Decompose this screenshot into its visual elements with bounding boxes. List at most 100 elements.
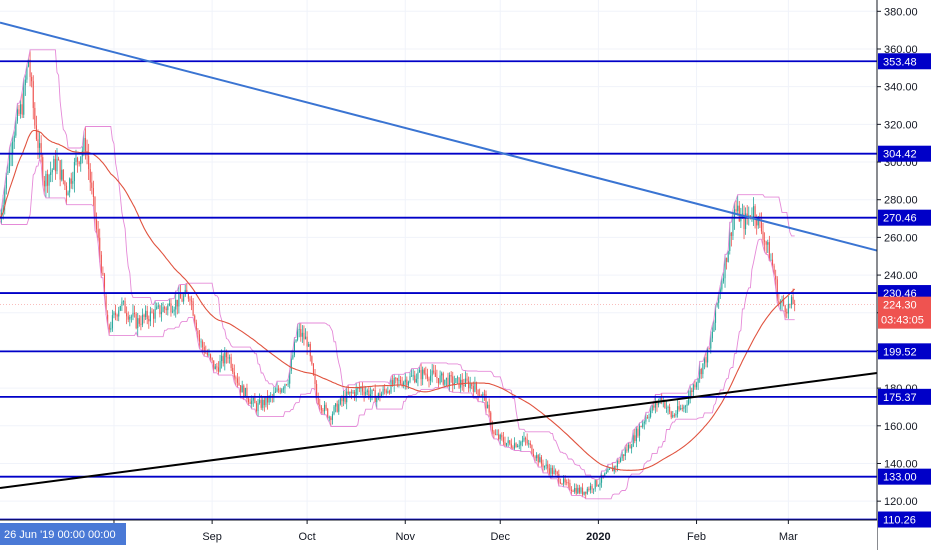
candle-body [403,382,405,386]
candle-body [113,312,115,316]
candle-body [385,390,387,393]
candle-body [355,388,357,397]
candle-body [466,378,468,381]
candle-body [737,205,739,212]
candle-body [195,322,197,331]
candle-body [58,158,60,161]
candle-body [194,315,196,323]
trendline[interactable] [0,21,878,252]
candle-body [710,338,712,349]
trendline[interactable] [0,372,878,489]
candle-body [665,407,668,409]
time-axis[interactable]: AugSepOctNovDec2020FebMar26 Jun '19 00:0… [0,519,877,550]
candle-body [507,440,509,443]
candle-body [648,416,650,418]
candle-body [561,483,563,485]
candle-body [254,398,256,404]
candle-body [126,313,128,317]
candle-body [209,354,212,358]
candle-body [684,405,687,407]
candle-body [59,160,61,180]
candle-body [132,312,134,317]
candle-body [743,213,745,230]
candle-body [529,443,531,446]
candle-body [5,173,7,189]
candle-body [339,398,341,405]
candle-body [328,417,330,419]
candle-body [335,403,337,407]
candle-body [8,153,11,171]
candle-body [13,135,15,142]
candle-body [420,370,422,380]
candle-body [722,278,724,282]
candle-body [730,232,732,236]
candle-body [232,367,234,373]
candle-body [301,332,303,337]
trendlines[interactable] [0,21,878,489]
candle-body [206,352,208,356]
candle-body [159,305,161,315]
candle-body [75,157,77,163]
candle-body [235,377,237,379]
candle-body [42,157,44,181]
candle-body [64,180,66,186]
candle-body [488,404,490,413]
price-axis-background [877,0,932,550]
price-tick-label: 160.00 [884,421,918,433]
candle-body [2,205,4,213]
candle-body [695,382,698,388]
candle-body [629,444,631,449]
candle-body [491,426,493,432]
candle-body [77,157,79,162]
candle-body [129,316,131,320]
candle-body [417,372,419,379]
candle-body [721,281,723,290]
candle-body [547,464,549,469]
candle-body [12,141,14,154]
candle-body [444,379,446,385]
candle-body [167,305,169,311]
candle-body [640,426,642,427]
candle-body [555,470,557,472]
current-price-label: 224.30 [883,300,917,312]
candle-body [718,294,720,303]
candle-body [119,305,121,311]
candle-body [548,468,550,474]
candle-body [672,414,674,418]
candle-body [65,185,68,196]
candle-body [650,410,652,417]
candle-body [643,421,645,424]
candle-body [475,382,478,390]
candle-body [498,434,500,440]
candle-body [127,316,129,320]
candle-body [749,215,751,218]
candle-body [135,313,137,329]
candle-body [145,310,147,318]
candle-body [583,491,585,495]
candle-body [221,355,223,362]
candle-body [510,443,512,448]
candle-body [69,178,71,193]
candle-body [729,232,731,251]
candle-body [550,467,552,474]
candle-body [713,322,715,332]
candle-body [363,391,365,395]
price-tick-label: 320.00 [884,119,918,131]
time-tick-label: 2020 [586,531,610,543]
candle-body [103,274,106,296]
candle-body [778,301,780,304]
candle-body [62,169,64,181]
candle-body [621,454,623,459]
candle-body [585,491,587,494]
candle-body [300,329,302,337]
candle-body [274,391,277,393]
candle-body [496,434,498,436]
price-tick-label: 360.00 [884,44,918,56]
candle-body [596,480,598,486]
candle-body [34,107,36,126]
candle-body [783,300,785,306]
candle-body [170,303,172,313]
candle-body [279,390,281,393]
